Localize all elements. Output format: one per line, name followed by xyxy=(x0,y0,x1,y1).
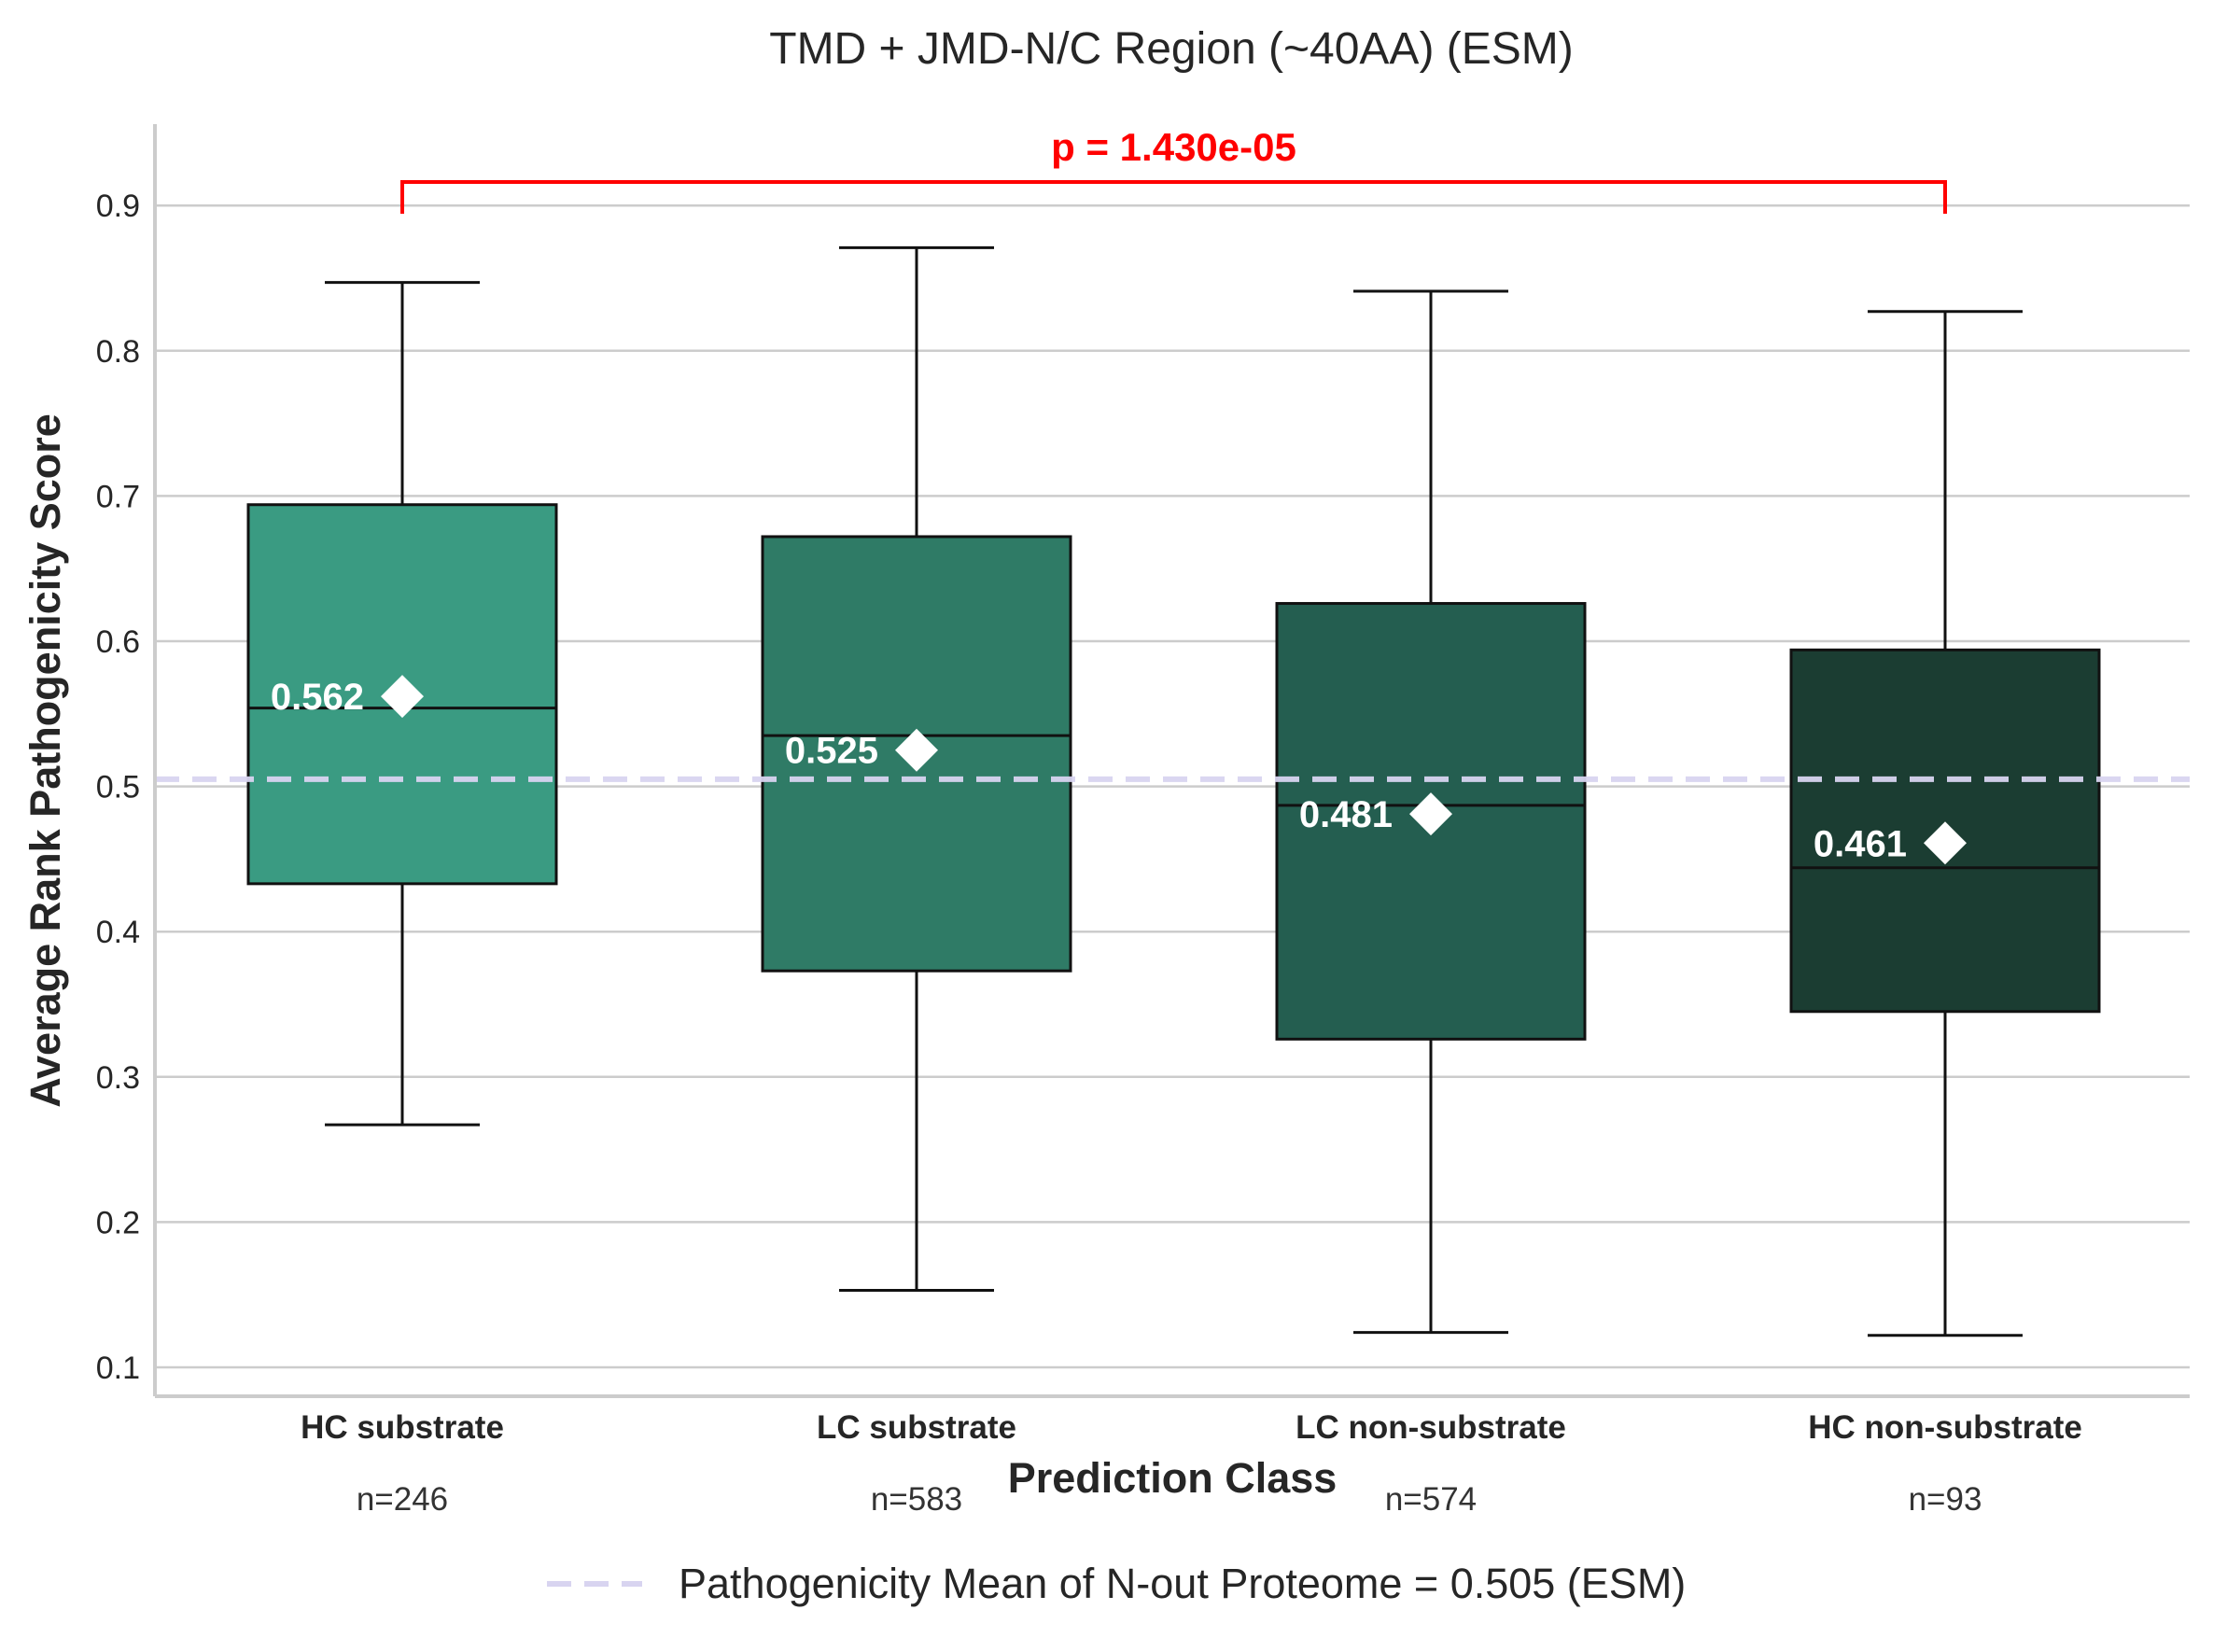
mean-diamond-marker xyxy=(895,728,938,772)
mean-diamond-marker xyxy=(381,675,424,719)
legend-label: Pathogenicity Mean of N-out Proteome = 0… xyxy=(679,1560,1686,1607)
y-axis-label: Average Rank Pathogenicity Score xyxy=(21,413,69,1108)
y-tick-label: 0.7 xyxy=(96,479,140,514)
x-tick-label: LC non-substrate xyxy=(1296,1409,1566,1446)
significance-bracket xyxy=(400,180,1947,214)
box-3: 0.481 xyxy=(1275,289,1587,1335)
x-tick-label: HC non-substrate xyxy=(1808,1409,2082,1446)
y-tick-label: 0.3 xyxy=(96,1060,140,1096)
x-tick-label: LC substrate xyxy=(817,1409,1016,1446)
mean-value-label: 0.562 xyxy=(271,677,364,718)
p-value-label: p = 1.430e-05 xyxy=(1051,125,1296,169)
y-tick-label: 0.1 xyxy=(96,1351,140,1386)
box-1: 0.562 xyxy=(246,281,558,1127)
sample-count-label: n=574 xyxy=(1385,1481,1477,1518)
mean-diamond-marker xyxy=(1924,821,1967,865)
y-tick-label: 0.2 xyxy=(96,1205,140,1240)
box-4: 0.461 xyxy=(1789,310,2101,1337)
mean-value-label: 0.525 xyxy=(785,731,878,772)
chart-title: TMD + JMD-N/C Region (~40AA) (ESM) xyxy=(769,24,1574,74)
y-tick-label: 0.9 xyxy=(96,189,140,224)
mean-value-label: 0.461 xyxy=(1814,823,1907,864)
sample-count-label: n=93 xyxy=(1909,1481,1982,1518)
mean-diamond-marker xyxy=(1409,792,1452,836)
y-tick-label: 0.8 xyxy=(96,334,140,370)
legend: Pathogenicity Mean of N-out Proteome = 0… xyxy=(547,1560,1686,1607)
sample-count-label: n=583 xyxy=(871,1481,962,1518)
significance-annotation: p = 1.430e-05 xyxy=(400,125,1947,214)
y-tick-label: 0.5 xyxy=(96,770,140,805)
box-2: 0.525 xyxy=(761,245,1072,1293)
x-tick-label: HC substrate xyxy=(301,1409,504,1446)
sample-count-label: n=246 xyxy=(357,1481,448,1518)
y-tick-label: 0.4 xyxy=(96,915,140,950)
axes-group: 0.1 0.2 0.3 0.4 0.5 0.6 0.7 0.8 0.9 HC substrate n… xyxy=(96,124,2190,1518)
boxes-group: 0.562 0.525 0.481 0.461 xyxy=(246,245,2101,1337)
mean-value-label: 0.481 xyxy=(1299,794,1393,835)
y-tick-label: 0.6 xyxy=(96,624,140,660)
x-axis-label: Prediction Class xyxy=(1008,1454,1338,1502)
